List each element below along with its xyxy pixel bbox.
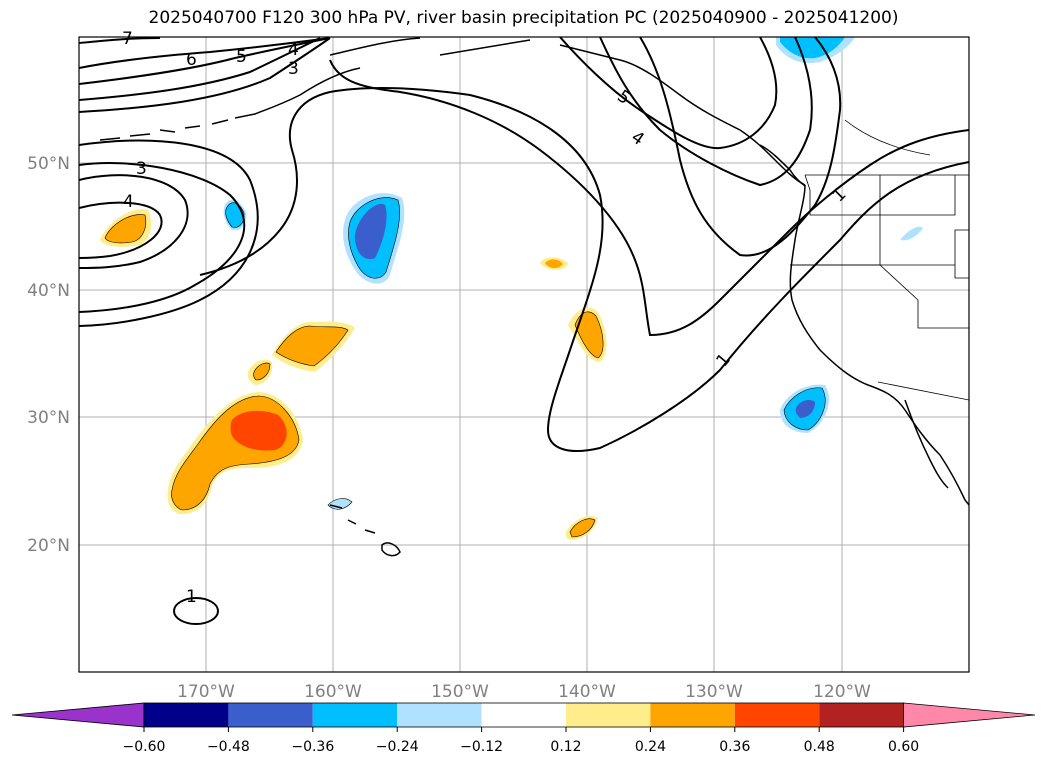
map-background xyxy=(79,37,969,672)
precip-area xyxy=(545,259,563,268)
borders xyxy=(790,119,969,401)
map-frame xyxy=(78,36,970,673)
state-border xyxy=(879,175,956,216)
pv-contour-1-loop xyxy=(173,597,219,625)
colorbar-segment xyxy=(734,703,820,727)
colorbar-ticks xyxy=(143,727,905,732)
pv-contour-inner2 xyxy=(79,201,163,259)
colorbar-frame xyxy=(143,702,904,728)
precip-area xyxy=(574,311,604,359)
precip-area xyxy=(104,214,147,244)
pv-contour-2 xyxy=(329,59,969,337)
pv-label: 4 xyxy=(123,192,134,212)
lon-label: 140°W xyxy=(558,682,616,702)
colorbar-extend-min xyxy=(11,702,145,728)
pv-contour-inner1 xyxy=(79,174,189,269)
precip-shading xyxy=(100,37,923,540)
vancouver-island xyxy=(759,144,806,187)
precip-area xyxy=(354,203,387,260)
lon-label: 150°W xyxy=(431,682,489,702)
lon-label: 170°W xyxy=(177,682,235,702)
colorbar-extend-max xyxy=(903,702,1036,728)
pv-label: 5 xyxy=(236,47,247,67)
baja xyxy=(904,399,949,489)
lat-label: 20°N xyxy=(27,536,70,556)
colorbar-tick-label: 0.12 xyxy=(550,739,581,755)
precip-area xyxy=(900,226,923,241)
colorbar-tick-label: −0.12 xyxy=(460,739,503,755)
colorbar-tick-label: −0.24 xyxy=(376,739,419,755)
aleutian-islands xyxy=(99,67,361,141)
colorbar-segment xyxy=(481,703,566,727)
pv-contour-7 xyxy=(79,37,161,44)
hawaii xyxy=(329,504,401,557)
pv-contours xyxy=(79,37,969,625)
lat-label: 40°N xyxy=(27,281,70,301)
pv-contour-big-lower xyxy=(79,139,259,327)
colorbar: −0.60 −0.48 −0.36 −0.24 −0.12 0.12 0.24 … xyxy=(11,702,1036,755)
colorbar-tick-label: 0.60 xyxy=(888,739,919,755)
colorbar-tick-label: 0.24 xyxy=(635,739,666,755)
colorbar-tick-label: −0.60 xyxy=(123,739,166,755)
canada-province-border xyxy=(844,119,931,156)
pv-label: 4 xyxy=(288,40,299,60)
pv-label: 3 xyxy=(136,159,147,179)
pv-contour-4 xyxy=(79,37,321,101)
colorbar-segment xyxy=(228,703,313,727)
coastlines xyxy=(99,37,969,557)
pv-contour-big-upper xyxy=(79,162,246,313)
alaska-coast xyxy=(329,37,806,186)
colorbar-segment xyxy=(819,703,904,727)
colorbar-segment xyxy=(312,703,398,727)
colorbar-segment xyxy=(397,703,482,727)
map-title: 2025040700 F120 300 hPa PV, river basin … xyxy=(148,8,899,28)
precip-area xyxy=(569,518,596,538)
pv-label: 1 xyxy=(186,587,197,607)
colorbar-tick-label: 0.36 xyxy=(719,739,750,755)
colorbar-segment xyxy=(650,703,735,727)
state-border xyxy=(954,229,969,279)
precip-area xyxy=(230,410,287,451)
state-border xyxy=(790,264,969,329)
pv-contour-4-ridge xyxy=(599,37,813,187)
pv-label: 7 xyxy=(122,29,133,49)
pv-contour-3 xyxy=(79,37,331,113)
lat-label: 30°N xyxy=(27,408,70,428)
us-mexico-border xyxy=(877,381,969,401)
lat-label: 50°N xyxy=(27,154,70,174)
precip-area xyxy=(780,37,845,59)
pv-contour-1-trough xyxy=(199,87,969,452)
pv-contour-5-ridge xyxy=(559,37,778,150)
lat-labels: 50°N 40°N 30°N 20°N xyxy=(27,154,70,556)
lon-label: 130°W xyxy=(685,682,743,702)
pv-label: 6 xyxy=(186,50,197,70)
na-west-coast xyxy=(789,184,969,506)
colorbar-tick-label: −0.36 xyxy=(291,739,334,755)
lon-label: 120°W xyxy=(813,682,871,702)
precip-area xyxy=(795,400,815,418)
colorbar-tick-label: 0.48 xyxy=(804,739,835,755)
pv-contour-6 xyxy=(79,37,331,69)
colorbar-segment xyxy=(144,703,229,727)
precip-area xyxy=(253,362,271,381)
colorbar-segment xyxy=(566,703,651,727)
lon-labels: 170°W 160°W 150°W 140°W 130°W 120°W xyxy=(177,682,871,702)
precip-area xyxy=(275,325,349,367)
pv-contour-5 xyxy=(79,37,331,85)
pv-label: 3 xyxy=(288,59,299,79)
lon-label: 160°W xyxy=(304,682,362,702)
colorbar-tick-label: −0.48 xyxy=(207,739,250,755)
